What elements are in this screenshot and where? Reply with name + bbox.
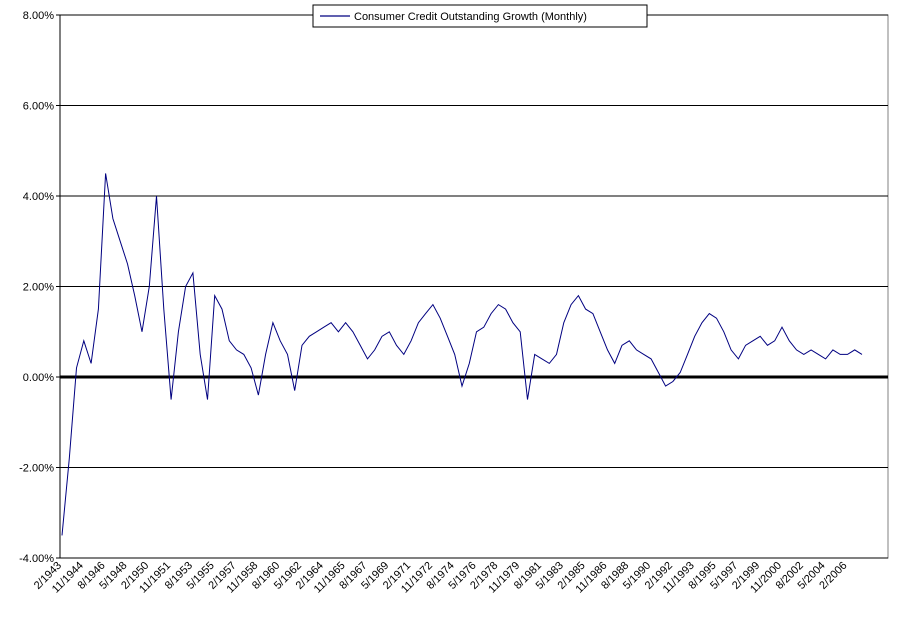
y-tick-label: 4.00%: [23, 191, 54, 203]
legend-label: Consumer Credit Outstanding Growth (Mont…: [354, 11, 587, 23]
y-tick-label: 8.00%: [23, 10, 54, 22]
legend-box: [312, 4, 648, 28]
y-tick-label: 0.00%: [23, 372, 54, 384]
legend: Consumer Credit Outstanding Growth (Mont…: [312, 4, 648, 28]
y-tick-label: -2.00%: [19, 463, 54, 475]
series-line: [61, 173, 863, 536]
y-tick-label: 6.00%: [23, 101, 54, 113]
y-tick-label: 2.00%: [23, 282, 54, 294]
y-tick-label: -4.00%: [19, 553, 54, 565]
